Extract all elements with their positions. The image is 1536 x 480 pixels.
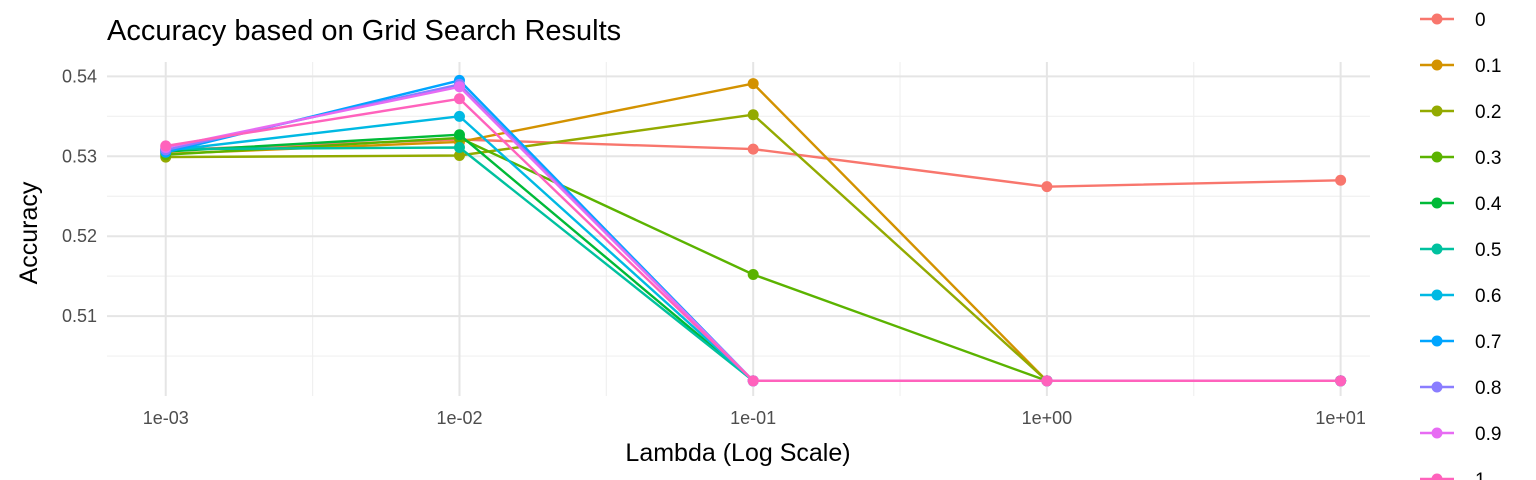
legend-item: 0.4 — [1420, 194, 1502, 215]
x-tick-label: 1e-02 — [436, 408, 482, 428]
data-point — [453, 141, 465, 153]
legend: 0 0.1 0.2 0.3 0.4 0.5 0.6 0.7 0.8 0.9 1 — [1420, 10, 1502, 480]
legend-label: 0.7 — [1475, 332, 1501, 353]
legend-label: 1 — [1475, 470, 1486, 480]
legend-item: 0 — [1420, 10, 1486, 31]
series-layer — [160, 74, 1347, 387]
data-point — [453, 129, 465, 141]
legend-key-point — [1431, 59, 1443, 71]
legend-label: 0.6 — [1475, 286, 1501, 307]
legend-label: 0 — [1475, 10, 1486, 31]
x-tick-label: 1e+01 — [1315, 408, 1366, 428]
legend-item: 0.8 — [1420, 378, 1501, 399]
legend-key-point — [1431, 151, 1443, 163]
x-tick-label: 1e+00 — [1022, 408, 1073, 428]
y-tick-label: 0.54 — [62, 66, 97, 86]
data-point — [747, 269, 759, 281]
data-point — [1041, 181, 1053, 193]
legend-key-point — [1431, 13, 1443, 25]
legend-label: 0.2 — [1475, 102, 1501, 123]
data-point — [453, 149, 465, 161]
y-tick-label: 0.51 — [62, 306, 97, 326]
x-tick-label: 1e-03 — [143, 408, 189, 428]
legend-item: 0.6 — [1420, 286, 1501, 307]
legend-label: 0.4 — [1475, 194, 1502, 215]
data-point — [1335, 174, 1347, 186]
legend-key-point — [1431, 105, 1443, 117]
legend-item: 0.9 — [1420, 424, 1501, 445]
data-point — [453, 93, 465, 105]
legend-key-point — [1431, 381, 1443, 393]
data-point — [1041, 375, 1053, 387]
legend-label: 0.1 — [1475, 56, 1501, 77]
series-1 — [160, 93, 1347, 387]
legend-key-point — [1431, 197, 1443, 209]
data-point — [453, 110, 465, 122]
legend-key-point — [1431, 473, 1443, 480]
legend-label: 0.5 — [1475, 240, 1501, 261]
grid-layer — [107, 62, 1370, 396]
legend-key-point — [1431, 243, 1443, 255]
legend-label: 0.3 — [1475, 148, 1501, 169]
data-point — [747, 143, 759, 155]
data-point — [747, 375, 759, 387]
data-point — [1335, 375, 1347, 387]
legend-item: 0.5 — [1420, 240, 1501, 261]
legend-item: 1 — [1420, 470, 1486, 480]
legend-item: 0.2 — [1420, 102, 1501, 123]
legend-item: 0.7 — [1420, 332, 1501, 353]
y-tick-label: 0.53 — [62, 146, 97, 166]
data-point — [747, 109, 759, 121]
chart-title: Accuracy based on Grid Search Results — [107, 15, 621, 47]
y-tick-label: 0.52 — [62, 226, 97, 246]
data-point — [453, 81, 465, 93]
x-tick-label: 1e-01 — [730, 408, 776, 428]
legend-key-point — [1431, 427, 1443, 439]
x-axis-title: Lambda (Log Scale) — [625, 439, 850, 467]
y-axis-title: Accuracy — [15, 181, 43, 284]
axis-layer: 1e-03 1e-02 1e-01 1e+00 1e+01 0.51 0.52 0.53 0.5… — [62, 66, 1366, 428]
legend-label: 0.9 — [1475, 424, 1501, 445]
data-point — [160, 140, 172, 152]
data-point — [747, 78, 759, 90]
legend-item: 0.1 — [1420, 56, 1501, 77]
legend-key-point — [1431, 335, 1443, 347]
legend-label: 0.8 — [1475, 378, 1501, 399]
legend-item: 0.3 — [1420, 148, 1501, 169]
legend-key-point — [1431, 289, 1443, 301]
